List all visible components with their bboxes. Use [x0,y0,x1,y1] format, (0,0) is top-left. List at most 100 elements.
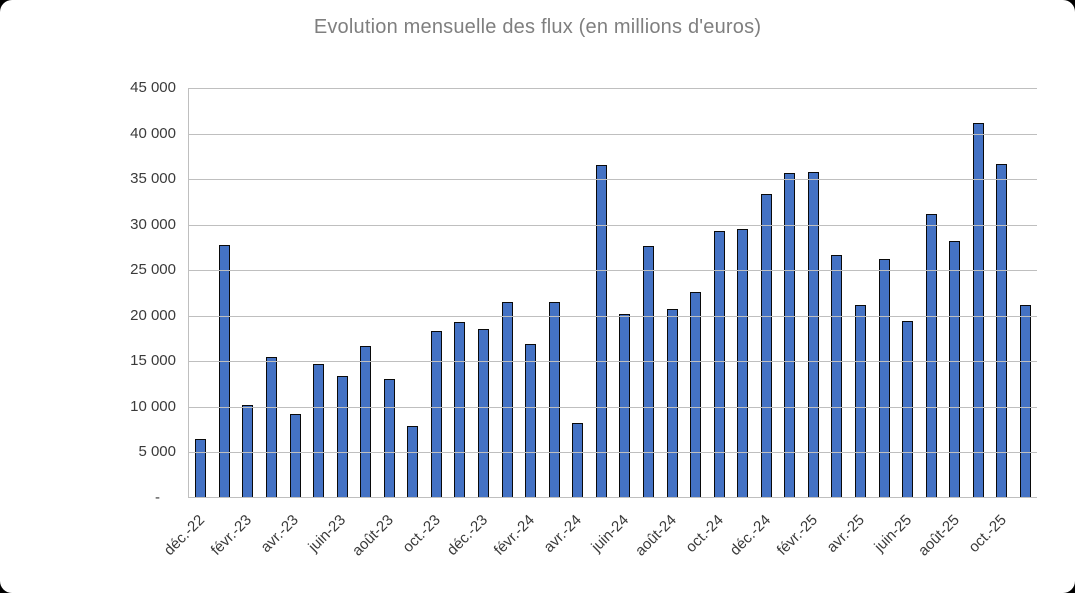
bar-févr.-24 [525,343,537,497]
x-axis-tick-label: août-23 [348,511,397,560]
bar-avr.-24 [572,422,584,497]
x-axis-tick-label: oct.-25 [965,511,1010,556]
gridline [189,88,1037,89]
plot-wrap [188,88,1037,498]
chart-title: Evolution mensuelle des flux (en million… [313,16,762,38]
bar-sept.-25 [972,123,984,497]
bar-déc.-23 [478,328,490,497]
bar-slot [590,88,614,497]
bar-avr.-25 [855,305,867,497]
bar-août-24 [666,308,678,497]
bar-slot [872,88,896,497]
bar-juin-25 [902,320,914,497]
bar-nov.-25 [1019,305,1031,497]
x-axis-tick-label: juin-25 [871,511,916,556]
bar-janv.-25 [784,173,796,497]
bar-slot [967,88,991,497]
gridline [189,224,1037,226]
x-axis-tick-label: oct.-23 [399,511,444,556]
bar-sept.-23 [407,425,419,497]
x-axis-tick-label: juin-24 [588,511,633,556]
y-axis-tick-label: 30 000 [130,215,176,233]
bar-slot [401,88,425,497]
bar-juin-23 [336,376,348,497]
x-axis-tick-label: oct.-24 [682,511,727,556]
x-axis-tick-label: févr.-25 [773,511,821,559]
x-axis-tick-label: déc.-23 [443,511,491,559]
x-axis-tick-label: août-24 [631,511,680,560]
bar-slot [495,88,519,497]
x-axis-tick-label: avr.-24 [540,511,586,556]
y-axis-tick-label: 5 000 [138,443,176,461]
y-axis-tick-label: 10 000 [130,397,176,415]
bar-slot [189,88,213,497]
bar-nov.-24 [737,228,749,497]
x-axis-tick-label: févr.-24 [490,511,538,559]
bar-févr.-25 [807,172,819,497]
bar-oct.-25 [996,164,1008,497]
y-axis-tick-label: 20 000 [130,306,176,324]
bar-slot [825,88,849,497]
bar-slot [731,88,755,497]
bar-juin-24 [619,314,631,497]
bar-slot [519,88,543,497]
bar-mars-23 [265,357,277,497]
gridline [189,270,1037,272]
bar-oct.-24 [713,230,725,497]
y-axis-tick-label: 40 000 [130,124,176,142]
bar-févr.-23 [242,405,254,497]
x-axis-tick-label: juin-23 [305,511,350,556]
bar-mai-23 [313,364,325,497]
y-axis-tick-label: 25 000 [130,261,176,279]
bar-slot [354,88,378,497]
bar-mars-25 [831,255,843,497]
bar-avr.-23 [289,413,301,497]
bar-slot [637,88,661,497]
x-axis-tick-label: avr.-25 [823,511,869,556]
bar-janv.-23 [218,245,230,497]
bar-slot [707,88,731,497]
plot-area [188,88,1037,498]
bar-slot [660,88,684,497]
bar-juil.-25 [925,214,937,497]
y-axis-tick-label: 35 000 [130,170,176,188]
bar-déc.-22 [195,439,207,497]
bar-slot [307,88,331,497]
bar-déc.-24 [760,194,772,497]
y-axis-tick-label: 15 000 [130,352,176,370]
x-axis-tick-label: févr.-23 [207,511,255,559]
gridline [189,361,1037,363]
bar-slot [849,88,873,497]
bar-slot [542,88,566,497]
bar-août-23 [383,379,395,497]
bar-août-25 [949,240,961,497]
gridline [189,133,1037,135]
bar-mars-24 [548,301,560,497]
bar-slot [990,88,1014,497]
x-axis-tick-label: déc.-22 [160,511,208,559]
y-axis-tick-label: - [155,489,160,506]
y-axis-labels: 45 000 40 000 35 000 30 000 25 000 20 000 15 0… [60,79,176,506]
y-axis-tick-label: 45 000 [130,79,176,96]
bar-slot [378,88,402,497]
bar-mai-25 [878,258,890,497]
bar-slot [755,88,779,497]
bar-slot [802,88,826,497]
bar-slot [896,88,920,497]
bar-slot [684,88,708,497]
gridline [189,406,1037,408]
x-axis-labels: déc.-22 févr.-23 avr.-23 juin-23 août-23 oct.… [160,499,1037,589]
bar-slot [613,88,637,497]
bar-slot [213,88,237,497]
bar-slot [425,88,449,497]
bar-mai-24 [595,164,607,497]
bar-slot [472,88,496,497]
x-axis-tick-label: déc.-24 [726,511,774,559]
gridline [189,452,1037,454]
bar-slot [448,88,472,497]
gridline [189,315,1037,317]
bar-slot [919,88,943,497]
bar-slot [283,88,307,497]
gridline [189,179,1037,181]
